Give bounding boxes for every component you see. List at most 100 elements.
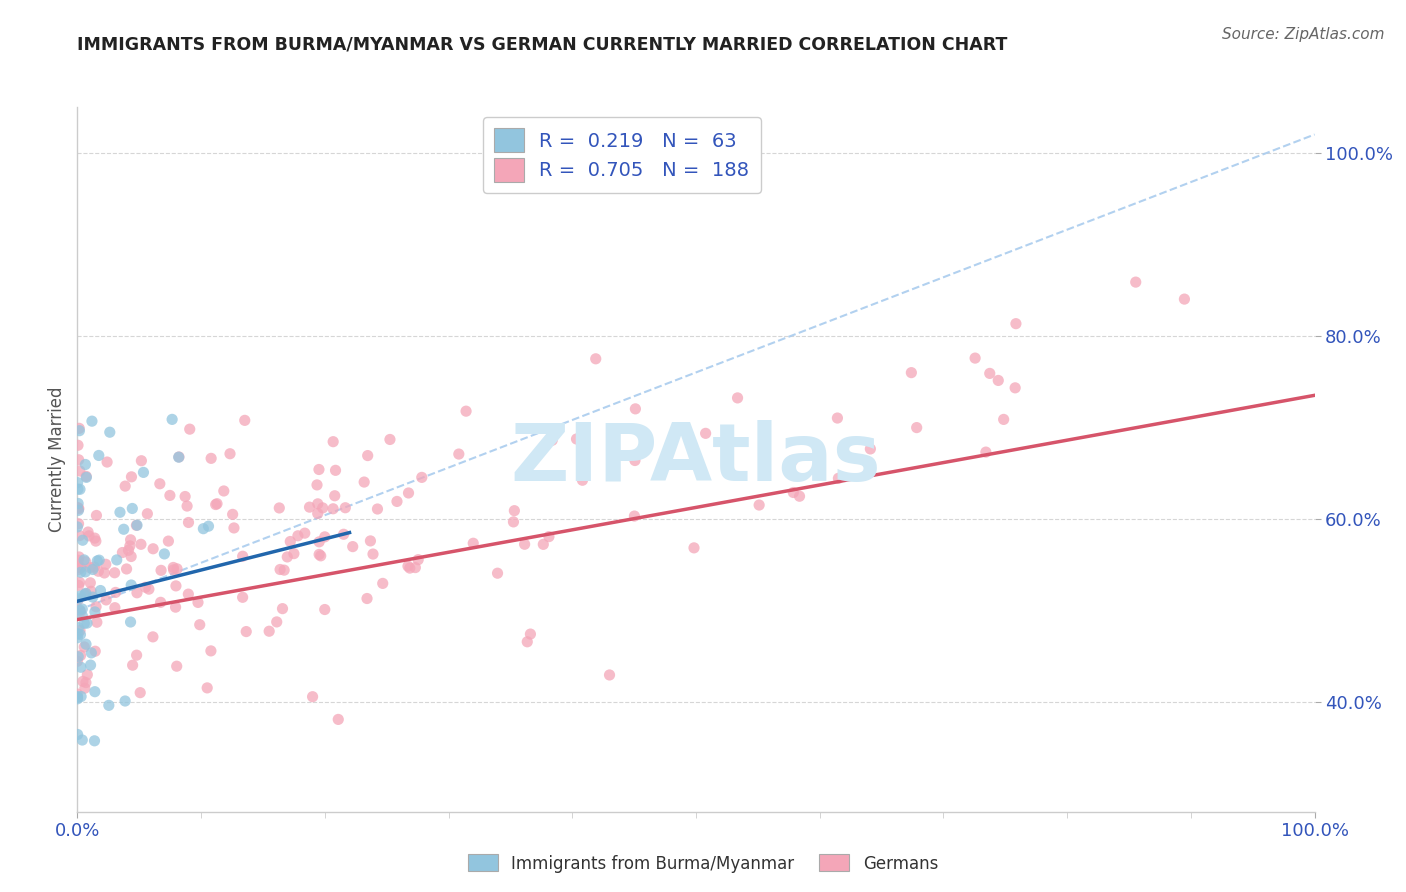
Point xyxy=(75,469,97,483)
Point xyxy=(271,601,294,615)
Point xyxy=(1125,275,1147,289)
Point xyxy=(72,608,94,623)
Point xyxy=(269,500,291,515)
Point xyxy=(332,527,354,541)
Point xyxy=(516,634,538,648)
Point xyxy=(66,500,89,515)
Point xyxy=(359,533,381,548)
Point xyxy=(104,600,127,615)
Point xyxy=(69,560,91,574)
Point xyxy=(167,450,190,464)
Point xyxy=(287,529,309,543)
Point xyxy=(93,566,115,580)
Point xyxy=(67,424,90,438)
Point xyxy=(132,466,155,480)
Point xyxy=(257,624,280,639)
Point xyxy=(105,553,128,567)
Point xyxy=(66,593,89,607)
Point xyxy=(565,432,588,446)
Point xyxy=(69,660,91,674)
Point xyxy=(235,624,257,639)
Point xyxy=(80,646,103,660)
Point xyxy=(66,475,89,490)
Point xyxy=(66,626,89,640)
Point xyxy=(993,412,1015,426)
Point xyxy=(683,541,706,555)
Point xyxy=(269,562,291,576)
Point xyxy=(142,630,165,644)
Point xyxy=(77,529,100,543)
Point xyxy=(307,507,329,521)
Point xyxy=(571,473,593,487)
Point xyxy=(67,496,90,510)
Point xyxy=(69,575,91,590)
Point xyxy=(69,648,91,663)
Legend: Immigrants from Burma/Myanmar, Germans: Immigrants from Burma/Myanmar, Germans xyxy=(461,847,945,880)
Point xyxy=(120,615,142,629)
Point xyxy=(69,528,91,542)
Point xyxy=(86,554,108,568)
Point xyxy=(200,451,222,466)
Point xyxy=(149,476,172,491)
Point xyxy=(859,442,882,456)
Point xyxy=(76,667,98,681)
Point xyxy=(177,516,200,530)
Point xyxy=(195,681,218,695)
Point xyxy=(75,565,97,579)
Point xyxy=(204,498,226,512)
Point xyxy=(371,576,394,591)
Point xyxy=(89,583,111,598)
Point xyxy=(73,588,96,602)
Point xyxy=(73,553,96,567)
Point xyxy=(454,404,477,418)
Y-axis label: Currently Married: Currently Married xyxy=(48,386,66,533)
Point xyxy=(72,674,94,689)
Point xyxy=(308,462,330,476)
Point xyxy=(905,420,928,434)
Point xyxy=(748,498,770,512)
Point xyxy=(75,675,97,690)
Point xyxy=(309,549,332,563)
Point xyxy=(513,537,536,551)
Point xyxy=(66,690,89,704)
Point xyxy=(221,508,243,522)
Point xyxy=(624,453,647,467)
Point xyxy=(67,591,90,606)
Point xyxy=(157,534,180,549)
Point xyxy=(233,413,256,427)
Text: Source: ZipAtlas.com: Source: ZipAtlas.com xyxy=(1222,27,1385,42)
Point xyxy=(308,548,330,562)
Point xyxy=(69,566,91,580)
Point xyxy=(378,433,401,447)
Point xyxy=(232,549,254,564)
Point xyxy=(328,713,350,727)
Point xyxy=(142,541,165,556)
Point xyxy=(121,658,143,673)
Point xyxy=(69,624,91,638)
Point xyxy=(314,602,336,616)
Point xyxy=(411,470,433,484)
Point xyxy=(75,458,97,472)
Point xyxy=(827,411,849,425)
Point xyxy=(276,549,298,564)
Point xyxy=(67,649,90,664)
Point xyxy=(1004,381,1026,395)
Point xyxy=(104,566,127,580)
Point xyxy=(782,485,804,500)
Point xyxy=(335,500,357,515)
Point xyxy=(96,455,118,469)
Point xyxy=(174,490,197,504)
Point xyxy=(79,658,101,673)
Point xyxy=(406,552,429,566)
Point xyxy=(86,508,108,523)
Point xyxy=(974,445,997,459)
Point xyxy=(83,531,105,545)
Point xyxy=(167,450,190,465)
Point xyxy=(599,668,621,682)
Point xyxy=(114,479,136,493)
Point xyxy=(86,615,108,630)
Point xyxy=(67,501,90,516)
Point xyxy=(87,564,110,578)
Point xyxy=(79,575,101,590)
Point xyxy=(75,586,97,600)
